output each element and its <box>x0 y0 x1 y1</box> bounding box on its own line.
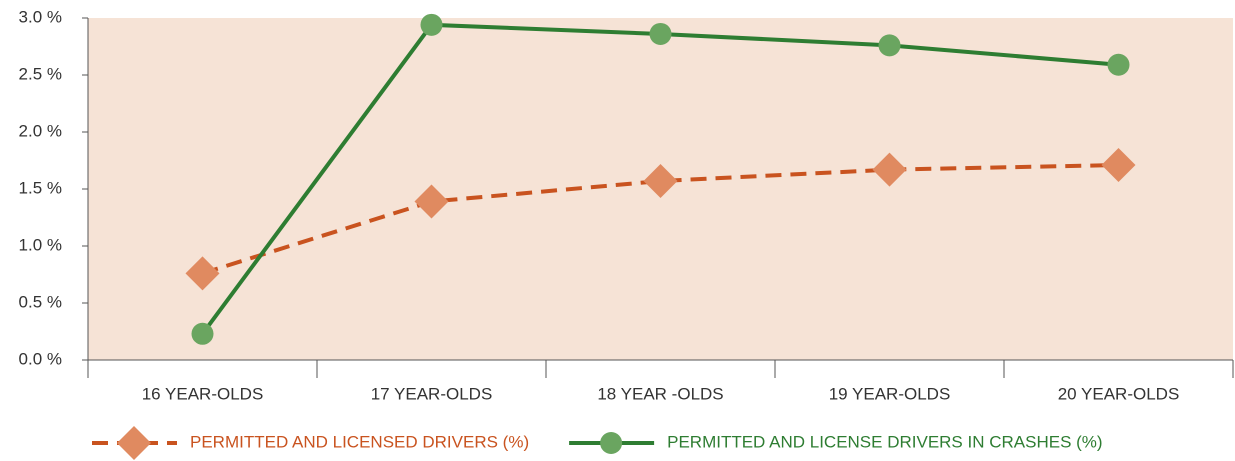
y-tick-label: 2.5 % <box>19 64 62 83</box>
legend-label: PERMITTED AND LICENSE DRIVERS IN CRASHES… <box>667 432 1102 451</box>
y-tick-label: 0.5 % <box>19 292 62 311</box>
legend-marker <box>117 426 151 460</box>
y-tick-label: 1.0 % <box>19 235 62 254</box>
y-tick-label: 3.0 % <box>19 7 62 26</box>
x-tick-label: 16 YEAR-OLDS <box>142 384 264 403</box>
x-tick-label: 18 YEAR -OLDS <box>597 384 723 403</box>
marker <box>1101 148 1136 183</box>
y-tick-label: 1.5 % <box>19 178 62 197</box>
legend-label: PERMITTED AND LICENSED DRIVERS (%) <box>190 432 529 451</box>
marker <box>643 164 678 199</box>
marker <box>649 22 672 45</box>
marker <box>191 322 214 345</box>
marker <box>872 152 907 187</box>
line <box>201 163 1119 276</box>
x-tick-label: 20 YEAR-OLDS <box>1058 384 1180 403</box>
marker <box>878 34 901 57</box>
y-tick-label: 2.0 % <box>19 121 62 140</box>
marker <box>420 13 443 36</box>
x-tick-label: 17 YEAR-OLDS <box>371 384 493 403</box>
marker <box>185 256 220 291</box>
x-tick-label: 19 YEAR-OLDS <box>829 384 951 403</box>
marker <box>1107 53 1130 76</box>
y-tick-label: 0.0 % <box>19 349 62 368</box>
marker <box>414 184 449 219</box>
legend-marker <box>600 432 623 454</box>
